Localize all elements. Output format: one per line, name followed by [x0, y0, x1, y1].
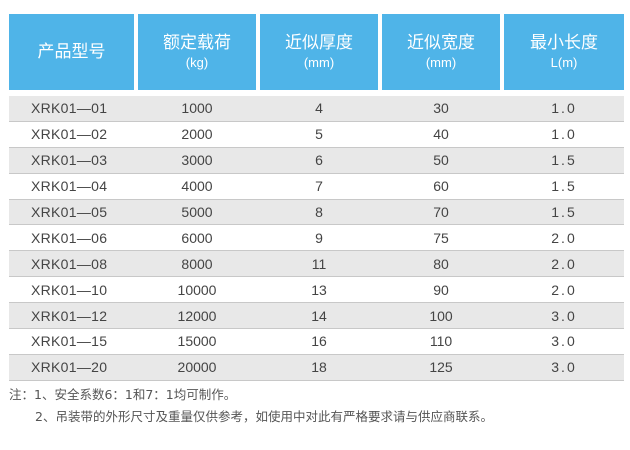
cell-min-length: 3.0 [551, 333, 577, 350]
cell-min-length: 2.0 [551, 255, 577, 272]
notes: 注：1、安全系数6：1和7：1均可制作。 2、吊装带的外形尺寸及重量仅供参考，如… [9, 384, 621, 428]
table-row: XRK01—15 15000 16 110 3.0 [9, 329, 624, 355]
cell-thickness: 11 [311, 255, 327, 272]
header-thickness-title: 近似厚度 [285, 33, 353, 53]
cell-width: 75 [433, 229, 449, 246]
header-width-title: 近似宽度 [407, 33, 475, 53]
cell-load: 20000 [177, 359, 217, 376]
cell-load: 12000 [177, 307, 217, 324]
header-load-title: 额定载荷 [163, 33, 231, 53]
cell-width: 110 [429, 333, 453, 350]
cell-width: 100 [429, 307, 453, 324]
cell-min-length: 3.0 [551, 307, 577, 324]
cell-min-length: 2.0 [551, 281, 577, 298]
cell-load: 1000 [181, 100, 213, 117]
cell-model: XRK01—20 [31, 359, 108, 376]
table-row: XRK01—06 6000 9 75 2.0 [9, 225, 624, 252]
cell-min-length: 1.0 [551, 126, 577, 143]
table-header: 产品型号 额定载荷 (kg) 近似厚度 (mm) 近似宽度 (mm) 最小长度 … [9, 14, 624, 90]
table-row: XRK01—02 2000 5 40 1.0 [9, 121, 624, 148]
header-load: 额定载荷 (kg) [138, 14, 256, 90]
cell-thickness: 7 [315, 178, 323, 195]
table-row: XRK01—01 1000 4 30 1.0 [9, 96, 624, 122]
header-width: 近似宽度 (mm) [382, 14, 500, 90]
cell-thickness: 5 [315, 126, 323, 143]
spec-table: 产品型号 额定载荷 (kg) 近似厚度 (mm) 近似宽度 (mm) 最小长度 … [9, 14, 624, 381]
cell-width: 60 [433, 178, 449, 195]
cell-model: XRK01—01 [31, 100, 108, 117]
cell-load: 5000 [181, 204, 213, 220]
cell-width: 40 [433, 126, 449, 143]
cell-min-length: 1.5 [551, 204, 577, 220]
cell-min-length: 2.0 [551, 229, 577, 246]
cell-thickness: 18 [311, 359, 327, 376]
cell-width: 90 [433, 281, 449, 298]
header-min-length-title: 最小长度 [530, 33, 598, 53]
cell-load: 8000 [181, 255, 213, 272]
cell-width: 125 [429, 359, 453, 376]
cell-load: 10000 [177, 281, 217, 298]
table-body: XRK01—01 1000 4 30 1.0 XRK01—02 2000 5 4… [9, 96, 624, 381]
cell-model: XRK01—03 [31, 152, 108, 169]
cell-width: 30 [433, 100, 449, 117]
cell-width: 70 [433, 204, 449, 220]
header-width-unit: (mm) [425, 55, 457, 70]
table-row: XRK01—12 12000 14 100 3.0 [9, 303, 624, 330]
cell-min-length: 3.0 [551, 359, 577, 376]
header-thickness-unit: (mm) [303, 55, 335, 70]
table-row: XRK01—08 8000 11 80 2.0 [9, 251, 624, 278]
cell-width: 80 [433, 255, 449, 272]
cell-model: XRK01—10 [31, 281, 108, 298]
note-1: 注：1、安全系数6：1和7：1均可制作。 [9, 387, 237, 402]
table-row: XRK01—20 20000 18 125 3.0 [9, 354, 624, 381]
cell-load: 6000 [181, 229, 213, 246]
cell-min-length: 1.5 [551, 178, 577, 195]
cell-load: 3000 [181, 152, 213, 169]
header-load-unit: (kg) [185, 55, 209, 70]
cell-thickness: 16 [311, 333, 327, 350]
cell-model: XRK01—05 [31, 204, 108, 220]
cell-min-length: 1.0 [551, 100, 577, 117]
table-row: XRK01—10 10000 13 90 2.0 [9, 277, 624, 304]
cell-thickness: 9 [315, 229, 323, 246]
cell-model: XRK01—04 [31, 178, 108, 195]
cell-thickness: 4 [315, 100, 323, 117]
cell-model: XRK01—12 [31, 307, 108, 324]
note-2: 2、吊装带的外形尺寸及重量仅供参考，如使用中对此有严格要求请与供应商联系。 [35, 409, 493, 424]
header-model-title: 产品型号 [37, 42, 106, 62]
cell-thickness: 14 [311, 307, 327, 324]
header-min-length: 最小长度 L(m) [504, 14, 624, 90]
cell-model: XRK01—08 [31, 255, 108, 272]
cell-load: 4000 [181, 178, 213, 195]
cell-model: XRK01—02 [31, 126, 108, 143]
cell-min-length: 1.5 [551, 152, 577, 169]
cell-model: XRK01—15 [31, 333, 108, 350]
table-row: XRK01—04 4000 7 60 1.5 [9, 173, 624, 200]
cell-thickness: 13 [311, 281, 327, 298]
header-min-length-unit: L(m) [550, 55, 578, 70]
cell-width: 50 [433, 152, 449, 169]
header-thickness: 近似厚度 (mm) [260, 14, 378, 90]
table-row: XRK01—05 5000 8 70 1.5 [9, 199, 624, 226]
header-model: 产品型号 [9, 14, 134, 90]
cell-thickness: 8 [315, 204, 323, 220]
cell-load: 2000 [181, 126, 213, 143]
cell-model: XRK01—06 [31, 229, 108, 246]
table-row: XRK01—03 3000 6 50 1.5 [9, 147, 624, 174]
cell-load: 15000 [177, 333, 217, 350]
cell-thickness: 6 [315, 152, 323, 169]
